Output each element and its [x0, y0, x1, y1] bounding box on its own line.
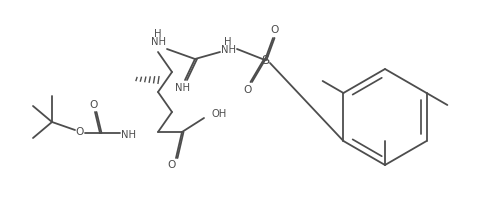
- Text: S: S: [261, 53, 269, 67]
- Text: NH: NH: [121, 130, 136, 140]
- Text: OH: OH: [212, 109, 227, 119]
- Text: O: O: [168, 160, 176, 170]
- Text: NH: NH: [150, 37, 165, 47]
- Text: NH: NH: [176, 83, 190, 93]
- Text: H: H: [154, 29, 162, 39]
- Text: NH: NH: [221, 45, 236, 55]
- Text: O: O: [244, 85, 252, 95]
- Text: O: O: [90, 100, 98, 110]
- Text: O: O: [271, 25, 279, 35]
- Text: H: H: [224, 37, 232, 47]
- Text: O: O: [76, 127, 84, 137]
